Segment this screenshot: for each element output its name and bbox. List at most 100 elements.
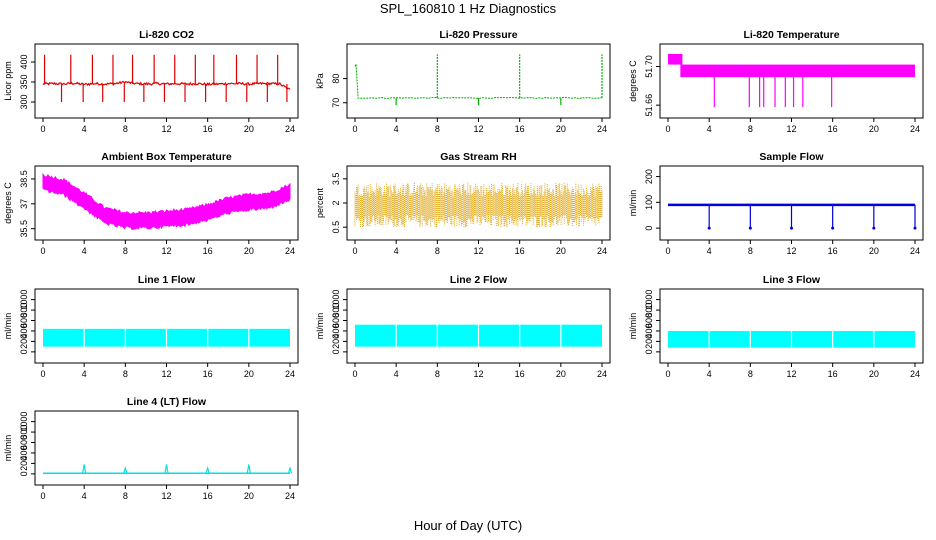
panel-6-xtick-label: 20 bbox=[869, 246, 879, 256]
panel-2-ylabel: kPa bbox=[315, 73, 325, 89]
panel-7-xtick-label: 20 bbox=[244, 369, 254, 379]
panel-1-xtick-label: 12 bbox=[161, 124, 171, 134]
panel-8-xtick-label: 12 bbox=[473, 369, 483, 379]
panel-10-ytick-label: 400 bbox=[19, 445, 29, 460]
panel-5-xtick-label: 20 bbox=[556, 246, 566, 256]
panel-2-series-line bbox=[354, 63, 603, 99]
panel-5-xtick-label: 8 bbox=[435, 246, 440, 256]
panel-8-xtick-label: 20 bbox=[556, 369, 566, 379]
panel-2-xtick-label: 24 bbox=[597, 124, 607, 134]
panel-10-ytick-label: 800 bbox=[19, 425, 29, 440]
panel-6-xtick-label: 8 bbox=[748, 246, 753, 256]
panel-8-ytick-label: 1000 bbox=[331, 290, 341, 310]
panel-10-spike bbox=[287, 465, 293, 474]
panel-8-ytick-label: 200 bbox=[331, 334, 341, 349]
panel-1-ytick-label: 350 bbox=[19, 74, 29, 89]
panel-6-xtick-label: 16 bbox=[828, 246, 838, 256]
panel-9-xtick-label: 24 bbox=[910, 369, 920, 379]
panel-1-xtick-label: 20 bbox=[244, 124, 254, 134]
panel-4-ytick-label: 38.5 bbox=[19, 170, 29, 188]
panel-9-ytick-label: 400 bbox=[644, 323, 654, 338]
panel-6-xtick-label: 0 bbox=[665, 246, 670, 256]
panel-1-frame bbox=[34, 43, 299, 119]
panel-1-ylabel: Licor ppm bbox=[3, 61, 13, 101]
panel-7-frame bbox=[34, 288, 299, 364]
panel-3-xtick-label: 4 bbox=[707, 124, 712, 134]
panel-4-xtick-label: 4 bbox=[82, 246, 87, 256]
panel-1-xtick-label: 24 bbox=[285, 124, 295, 134]
panel-9-xtick-label: 12 bbox=[786, 369, 796, 379]
panel-7-title: Line 1 Flow bbox=[138, 274, 196, 286]
panel-8-xtick-label: 16 bbox=[515, 369, 525, 379]
panel-7-ytick-label: 400 bbox=[19, 323, 29, 338]
panel-5-ytick-label: 0.5 bbox=[331, 221, 341, 234]
panel-5-xtick-label: 12 bbox=[473, 246, 483, 256]
panel-10-ytick-label: 0 bbox=[19, 471, 29, 476]
panel-6-dip-point bbox=[748, 226, 752, 230]
panel-3-ylabel: degrees C bbox=[628, 60, 638, 102]
panel-1-xtick-label: 16 bbox=[203, 124, 213, 134]
panel-4-xtick-label: 16 bbox=[203, 246, 213, 256]
panel-2-ytick-label: 70 bbox=[331, 98, 341, 108]
panel-9-title: Line 3 Flow bbox=[763, 274, 821, 286]
panel-10-xtick-label: 16 bbox=[203, 491, 213, 501]
panel-4-xtick-label: 0 bbox=[40, 246, 45, 256]
panel-4-xtick-label: 24 bbox=[285, 246, 295, 256]
panel-1-ytick-label: 300 bbox=[19, 94, 29, 109]
panel-4-series-band bbox=[42, 172, 291, 230]
panel-3-xtick-label: 8 bbox=[748, 124, 753, 134]
panel-5-ytick-label: 2 bbox=[331, 200, 341, 205]
panel-10-spike bbox=[123, 465, 128, 474]
panel-9-xtick-label: 20 bbox=[869, 369, 879, 379]
panel-2-xtick-label: 12 bbox=[473, 124, 483, 134]
panel-7-ytick-label: 1000 bbox=[19, 290, 29, 310]
panel-2-xtick-label: 16 bbox=[515, 124, 525, 134]
panel-10-xtick-label: 8 bbox=[123, 491, 128, 501]
panel-7-ytick-label: 600 bbox=[19, 313, 29, 328]
panel-10-spike bbox=[205, 465, 210, 474]
panel-9-ylabel: ml/min bbox=[628, 313, 638, 340]
panel-10-spike bbox=[246, 464, 251, 474]
panel-8-title: Line 2 Flow bbox=[450, 274, 508, 286]
panel-9-xtick-label: 0 bbox=[665, 369, 670, 379]
panel-6-xtick-label: 12 bbox=[786, 246, 796, 256]
panel-5-xtick-label: 24 bbox=[597, 246, 607, 256]
panel-5-ytick-label: 3.5 bbox=[331, 173, 341, 186]
panel-1-xtick-label: 4 bbox=[82, 124, 87, 134]
panel-6-dip-point bbox=[872, 226, 876, 230]
panel-9-xtick-label: 16 bbox=[828, 369, 838, 379]
panel-7-xtick-label: 0 bbox=[40, 369, 45, 379]
panel-1-series-line bbox=[42, 80, 291, 91]
panel-7-xtick-label: 24 bbox=[285, 369, 295, 379]
panel-9-ytick-label: 0 bbox=[644, 349, 654, 354]
panel-8-xtick-label: 0 bbox=[352, 369, 357, 379]
panel-8-ytick-label: 400 bbox=[331, 323, 341, 338]
panel-6-xtick-label: 24 bbox=[910, 246, 920, 256]
panel-3-ytick-label: 51.66 bbox=[644, 94, 654, 117]
panel-10-ytick-label: 1000 bbox=[19, 412, 29, 432]
panel-4-ylabel: degrees C bbox=[3, 182, 13, 224]
panel-5-ylabel: percent bbox=[315, 187, 325, 218]
panel-8-ytick-label: 800 bbox=[331, 303, 341, 318]
panel-6-dip-point bbox=[831, 226, 835, 230]
panel-10-ytick-label: 200 bbox=[19, 456, 29, 471]
panel-3-band-early bbox=[668, 53, 683, 65]
panel-2-xtick-label: 0 bbox=[352, 124, 357, 134]
panel-6-ytick-label: 0 bbox=[644, 226, 654, 231]
panel-8-xtick-label: 24 bbox=[597, 369, 607, 379]
panel-7-xtick-label: 8 bbox=[123, 369, 128, 379]
panel-6-dip-point bbox=[913, 226, 917, 230]
panel-6-xtick-label: 4 bbox=[707, 246, 712, 256]
panel-4-xtick-label: 12 bbox=[161, 246, 171, 256]
panel-10-xtick-label: 4 bbox=[82, 491, 87, 501]
panel-10-spike bbox=[164, 464, 169, 474]
panel-2-xtick-label: 20 bbox=[556, 124, 566, 134]
panel-5-xtick-label: 16 bbox=[515, 246, 525, 256]
panel-7-ytick-label: 800 bbox=[19, 303, 29, 318]
shared-x-axis-label: Hour of Day (UTC) bbox=[413, 518, 523, 533]
panel-7-xtick-label: 16 bbox=[203, 369, 213, 379]
panel-3-frame bbox=[659, 43, 924, 119]
panel-3-xtick-label: 12 bbox=[786, 124, 796, 134]
panel-5-title: Gas Stream RH bbox=[440, 151, 516, 163]
